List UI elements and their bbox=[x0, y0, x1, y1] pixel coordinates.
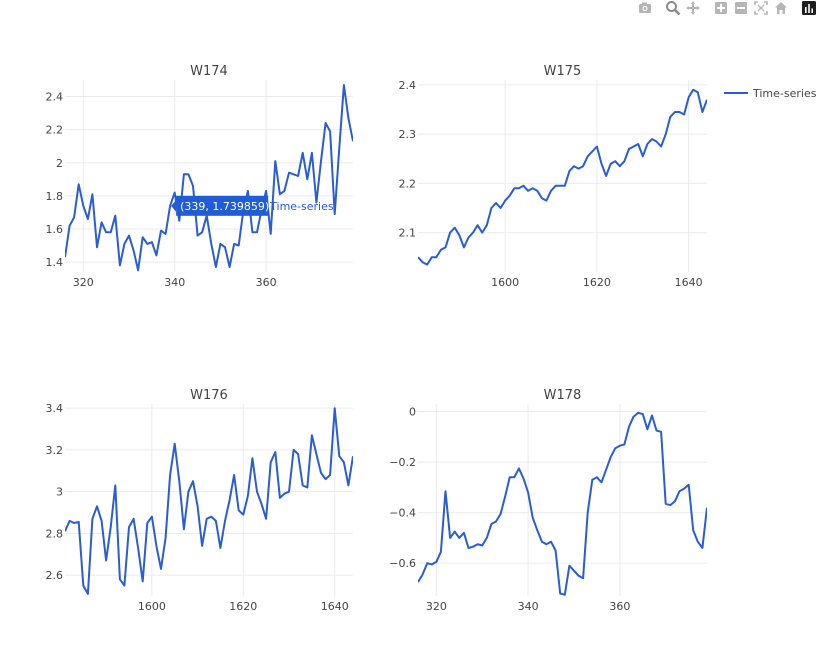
hover-tooltip: (339, 1.739859) Time-series bbox=[171, 195, 334, 216]
y-tick-label: 2.4 bbox=[46, 91, 64, 104]
y-tick-label: 3.2 bbox=[46, 444, 64, 457]
y-tick-label: 2.3 bbox=[399, 128, 417, 141]
legend: Time-series bbox=[724, 87, 817, 100]
subplot-title: W178 bbox=[544, 388, 582, 403]
subplot-w178: 320 340 360 −0.6 −0.4 −0.2 0 W178 bbox=[389, 388, 707, 613]
zoom-out-button[interactable] bbox=[733, 0, 749, 16]
autoscale-button[interactable] bbox=[753, 0, 769, 16]
y-tick-label: −0.6 bbox=[389, 557, 416, 570]
hover-box bbox=[176, 195, 269, 216]
x-tick-label: 1620 bbox=[583, 276, 611, 289]
zoom-in-icon bbox=[715, 2, 727, 14]
zoom-out-icon bbox=[735, 2, 747, 14]
modebar bbox=[637, 0, 817, 18]
reset-axes-icon bbox=[775, 2, 787, 14]
series-line bbox=[65, 84, 353, 272]
y-tick-label: 0 bbox=[409, 406, 416, 419]
x-tick-label: 360 bbox=[609, 600, 630, 613]
pan-icon bbox=[686, 1, 700, 15]
autoscale-icon bbox=[754, 1, 768, 15]
x-tick-label: 340 bbox=[518, 600, 539, 613]
hover-value: (339, 1.739859) bbox=[180, 200, 269, 213]
y-tick-label: 3.4 bbox=[46, 402, 64, 415]
x-tick-label: 320 bbox=[426, 600, 447, 613]
subplot-title: W176 bbox=[190, 388, 228, 403]
subplot-w174: 320 340 360 1.4 1.6 1.8 2 2.2 2.4 W174 bbox=[46, 64, 353, 289]
series-line bbox=[418, 411, 707, 596]
y-tick-label: 1.4 bbox=[46, 256, 64, 269]
x-tick-label: 360 bbox=[256, 276, 277, 289]
plotly-logo-button[interactable] bbox=[801, 0, 817, 16]
pan-button[interactable] bbox=[685, 0, 701, 16]
x-tick-label: 1640 bbox=[675, 276, 703, 289]
subplot-w175: 1600 1620 1640 2.1 2.2 2.3 2.4 W175 bbox=[399, 64, 707, 289]
y-tick-label: 2.6 bbox=[46, 569, 64, 582]
y-tick-label: −0.2 bbox=[389, 456, 416, 469]
camera-icon bbox=[639, 2, 651, 13]
y-tick-label: −0.4 bbox=[389, 507, 416, 520]
x-tick-label: 320 bbox=[73, 276, 94, 289]
subplot-title: W175 bbox=[544, 64, 582, 79]
zoom-in-button[interactable] bbox=[713, 0, 729, 16]
reset-axes-button[interactable] bbox=[773, 0, 789, 16]
camera-button[interactable] bbox=[637, 0, 653, 16]
series-line bbox=[418, 88, 707, 266]
plotly-logo-icon bbox=[802, 1, 816, 15]
subplot-title: W174 bbox=[190, 64, 228, 79]
y-tick-label: 2.1 bbox=[399, 227, 417, 240]
y-tick-label: 3 bbox=[56, 486, 63, 499]
series-line bbox=[65, 407, 353, 595]
hover-series-name: Time-series bbox=[269, 200, 334, 213]
x-tick-label: 1640 bbox=[321, 600, 349, 613]
x-tick-label: 1600 bbox=[491, 276, 519, 289]
x-tick-label: 1620 bbox=[229, 600, 257, 613]
legend-label: Time-series bbox=[752, 87, 817, 100]
x-tick-label: 1600 bbox=[138, 600, 166, 613]
y-tick-label: 1.8 bbox=[46, 190, 64, 203]
y-tick-label: 2.2 bbox=[399, 177, 417, 190]
y-tick-label: 2.4 bbox=[399, 79, 417, 92]
hover-arrow bbox=[171, 199, 177, 212]
subplot-w176: 1600 1620 1640 2.6 2.8 3 3.2 3.4 W176 bbox=[46, 388, 353, 613]
zoom-button[interactable] bbox=[665, 0, 681, 16]
x-tick-label: 340 bbox=[164, 276, 185, 289]
y-tick-label: 1.6 bbox=[46, 223, 64, 236]
zoom-icon bbox=[666, 1, 681, 16]
y-tick-label: 2.2 bbox=[46, 124, 64, 137]
y-tick-label: 2 bbox=[56, 157, 63, 170]
y-tick-label: 2.8 bbox=[46, 527, 64, 540]
